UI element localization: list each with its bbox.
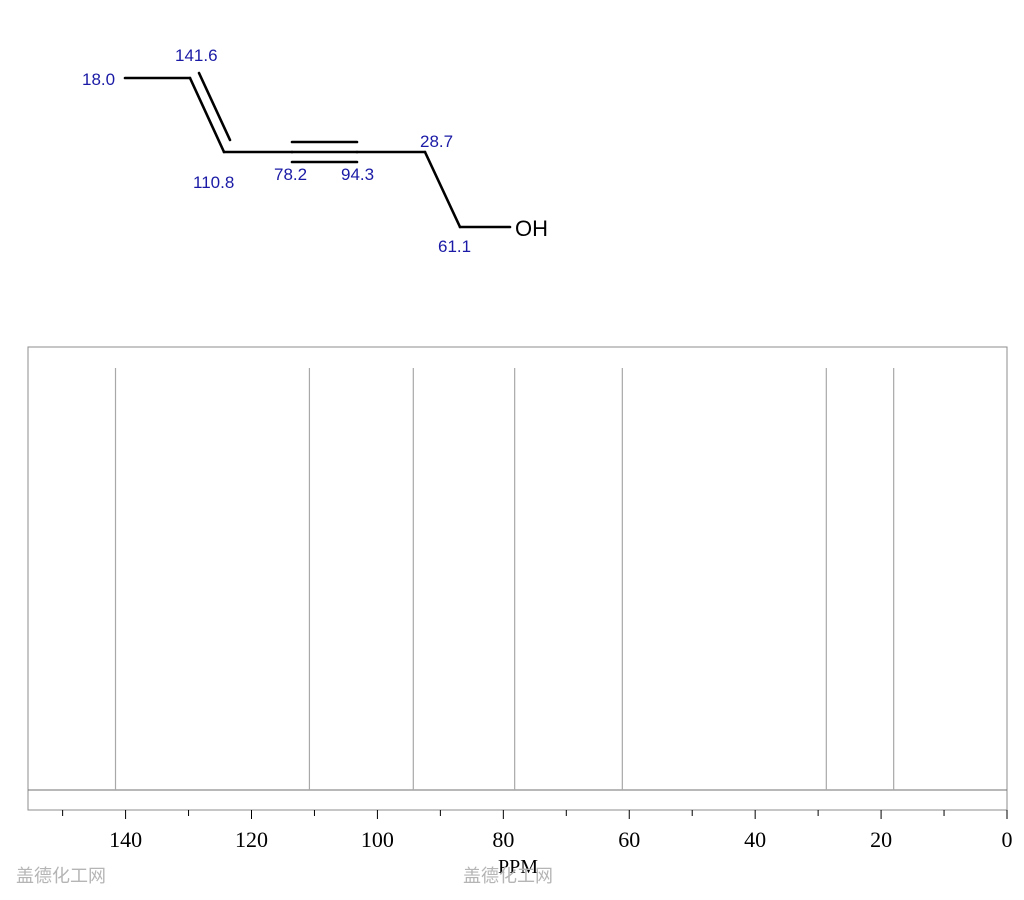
x-tick-label: 80 [492,827,514,852]
shift-labels: 18.0 141.6 110.8 78.2 94.3 28.7 61.1 [82,46,471,256]
x-tick-label: 100 [361,827,394,852]
molecule-structure [123,71,512,229]
watermark-left: 盖德化工网 [16,866,106,887]
axis-ticks [62,810,1008,819]
shift-label-c2: 141.6 [175,46,218,65]
bond-c2-c3-inner [197,71,232,142]
shift-label-c4: 78.2 [274,165,307,184]
x-tick-label: 140 [109,827,142,852]
shift-label-c3: 110.8 [193,173,234,192]
x-tick-label: 0 [1002,827,1013,852]
spectrum-frame [27,346,1008,811]
shift-label-c7: 61.1 [438,237,471,256]
hydroxyl-label: OH [515,216,548,241]
x-axis-title: PPM [498,856,538,878]
bond-c6-c7 [423,150,462,229]
shift-label-c6: 28.7 [420,132,453,151]
peaks [114,368,895,790]
bond-c2-c3 [188,76,226,154]
shift-label-c5: 94.3 [341,165,374,184]
x-tick-label: 20 [870,827,892,852]
axis-tick-labels: 140 120 100 80 60 40 20 0 [109,827,1012,852]
x-tick-label: 120 [235,827,268,852]
shift-label-c1: 18.0 [82,70,115,89]
watermark-center: 盖德化工网 [463,866,553,887]
x-tick-label: 40 [744,827,766,852]
x-tick-label: 60 [618,827,640,852]
